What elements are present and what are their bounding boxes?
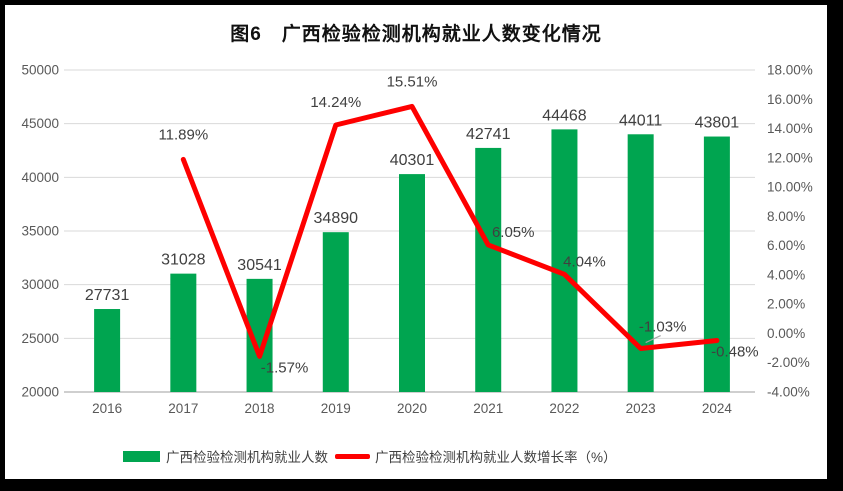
bar-2017: [170, 273, 197, 392]
bar-2020: [399, 174, 425, 392]
x-axis-category-label: 2024: [702, 401, 733, 416]
left-axis-tick-label: 50000: [21, 63, 59, 78]
bar-data-label: 42741: [466, 126, 511, 143]
bar-2024: [703, 136, 730, 392]
bar-data-label: 44011: [619, 112, 662, 129]
right-axis-tick-label: 8.00%: [767, 209, 805, 224]
left-axis-tick-label: 45000: [21, 116, 59, 131]
bar-data-label: 30541: [237, 257, 282, 274]
bar-2023: [627, 134, 654, 393]
bar-data-label: 34890: [314, 210, 359, 227]
bar-series-label: 广西检验检测机构就业人数: [166, 450, 328, 465]
right-axis-tick-label: -2.00%: [767, 355, 810, 370]
legend-item-line: 广西检验检测机构就业人数增长率（%）: [328, 446, 617, 466]
right-axis-tick-label: 6.00%: [767, 238, 805, 253]
combo-chart: 50000 45000 40000 35000 30000 25000 20000 18.00…: [21, 63, 813, 417]
chart-title: 图6 广西检验检测机构就业人数变化情况: [230, 24, 602, 45]
line-data-label: 14.24%: [310, 94, 361, 111]
bar-2019: [322, 232, 349, 392]
line-series-swatch: [335, 453, 370, 459]
bar-data-label: 40301: [390, 152, 435, 169]
x-axis-category-label: 2016: [92, 401, 122, 416]
right-axis-tick-label: 0.00%: [767, 326, 805, 341]
right-axis-tick-label: -4.00%: [767, 385, 810, 400]
right-axis-tick-label: 4.00%: [767, 267, 805, 282]
right-axis-tick-label: 18.00%: [767, 63, 813, 78]
left-axis-tick-label: 20000: [21, 385, 59, 400]
line-data-label: 15.51%: [387, 73, 438, 90]
line-data-label: 6.05%: [492, 224, 535, 241]
bar-2021: [475, 147, 502, 392]
x-axis-category-label: 2022: [549, 401, 579, 416]
label-leader-line: [645, 334, 661, 344]
x-axis-category-label: 2018: [245, 401, 275, 416]
legend-item-bar: 广西检验检测机构就业人数: [123, 446, 328, 466]
right-axis-tick-label: 16.00%: [767, 92, 813, 107]
bar-data-label: 44468: [542, 107, 587, 124]
line-data-label: -1.03%: [639, 319, 687, 336]
left-axis-tick-label: 35000: [21, 224, 59, 239]
right-axis-tick-label: 12.00%: [767, 150, 813, 165]
left-axis-tick-label: 30000: [21, 277, 59, 292]
bar-series-swatch: [123, 450, 160, 462]
bar-data-label: 31028: [161, 252, 206, 269]
bar-2016: [94, 309, 121, 392]
bar-2022: [551, 129, 578, 392]
left-axis-tick-label: 25000: [21, 331, 59, 346]
x-axis-category-label: 2020: [397, 401, 427, 416]
line-data-label: 11.89%: [158, 126, 208, 143]
chart-canvas: 图6 广西检验检测机构就业人数变化情况 50000 45000 40000 35000…: [5, 5, 827, 479]
bar-data-label: 27731: [85, 287, 130, 304]
line-series-label: 广西检验检测机构就业人数增长率（%）: [375, 450, 617, 465]
left-axis-tick-label: 40000: [21, 170, 59, 185]
bar-data-label: 43801: [695, 115, 740, 132]
x-axis-category-label: 2023: [626, 401, 656, 416]
growth-rate-line: [180, 103, 720, 359]
line-data-label: -0.48%: [711, 343, 759, 360]
line-data-label: -1.57%: [261, 359, 309, 376]
right-axis-tick-label: 2.00%: [767, 297, 805, 312]
x-axis-category-label: 2019: [321, 401, 351, 416]
right-axis-tick-label: 14.00%: [767, 121, 813, 136]
x-axis-category-label: 2021: [473, 401, 503, 416]
chart-legend: 广西检验检测机构就业人数 广西检验检测机构就业人数增长率（%）: [123, 446, 617, 466]
line-data-label: 4.04%: [563, 253, 606, 270]
right-axis-tick-label: 10.00%: [767, 180, 813, 195]
x-axis-category-label: 2017: [168, 401, 198, 416]
